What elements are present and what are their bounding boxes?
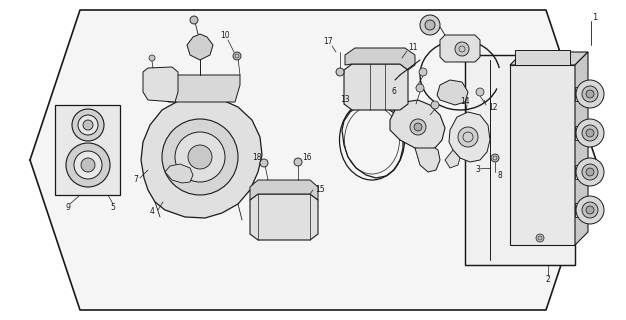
Circle shape [81, 158, 95, 172]
Polygon shape [30, 10, 596, 310]
Circle shape [536, 234, 544, 242]
Circle shape [162, 119, 238, 195]
Polygon shape [143, 67, 178, 102]
Circle shape [188, 145, 212, 169]
Circle shape [576, 80, 604, 108]
Circle shape [455, 42, 469, 56]
Circle shape [294, 158, 302, 166]
Polygon shape [515, 50, 570, 65]
Circle shape [83, 120, 93, 130]
Polygon shape [344, 64, 408, 110]
Text: 1: 1 [592, 13, 597, 22]
Circle shape [78, 115, 98, 135]
Bar [465, 55, 575, 265]
Text: 10: 10 [220, 30, 230, 39]
Text: 14: 14 [460, 98, 470, 107]
Text: 12: 12 [488, 103, 498, 113]
Polygon shape [55, 105, 120, 195]
Circle shape [491, 154, 499, 162]
Polygon shape [345, 48, 415, 70]
Circle shape [190, 16, 198, 24]
Bar [575, 126, 590, 140]
Polygon shape [187, 34, 213, 60]
Circle shape [431, 101, 439, 109]
Polygon shape [250, 194, 318, 240]
Circle shape [420, 15, 440, 35]
Circle shape [586, 168, 594, 176]
Text: 9: 9 [65, 203, 70, 212]
Text: 5: 5 [110, 203, 115, 212]
Text: 6: 6 [392, 87, 397, 97]
Circle shape [582, 202, 598, 218]
Circle shape [419, 68, 427, 76]
Bar [465, 55, 575, 265]
Circle shape [582, 86, 598, 102]
Polygon shape [415, 148, 440, 172]
Circle shape [586, 90, 594, 98]
Circle shape [362, 89, 372, 99]
Bar [575, 87, 590, 101]
Circle shape [576, 119, 604, 147]
Circle shape [66, 143, 110, 187]
Circle shape [458, 127, 478, 147]
Circle shape [586, 206, 594, 214]
Text: 18: 18 [252, 154, 262, 163]
Polygon shape [445, 150, 460, 168]
Circle shape [476, 88, 484, 96]
Text: 7: 7 [133, 175, 138, 185]
Text: 4: 4 [150, 207, 155, 217]
Text: 15: 15 [315, 186, 325, 195]
Text: 11: 11 [408, 44, 418, 52]
Circle shape [149, 55, 155, 61]
Polygon shape [437, 80, 468, 105]
Text: 2: 2 [546, 276, 550, 284]
Circle shape [74, 151, 102, 179]
Circle shape [416, 84, 424, 92]
Circle shape [414, 123, 422, 131]
Circle shape [582, 164, 598, 180]
Text: 16: 16 [302, 154, 312, 163]
Circle shape [336, 68, 344, 76]
Polygon shape [440, 35, 480, 62]
Polygon shape [163, 75, 240, 102]
Bar [575, 203, 590, 217]
Circle shape [576, 158, 604, 186]
Polygon shape [510, 65, 575, 245]
Circle shape [410, 119, 426, 135]
Text: 8: 8 [497, 171, 502, 180]
Polygon shape [575, 52, 588, 245]
Circle shape [175, 132, 225, 182]
Polygon shape [449, 112, 490, 162]
Polygon shape [165, 164, 193, 183]
Text: 13: 13 [340, 95, 350, 105]
Circle shape [582, 125, 598, 141]
Text: 3: 3 [475, 165, 480, 174]
Polygon shape [141, 96, 262, 218]
Circle shape [576, 196, 604, 224]
Circle shape [260, 159, 268, 167]
Polygon shape [390, 100, 445, 150]
Bar [575, 165, 590, 179]
Polygon shape [250, 180, 318, 200]
Circle shape [425, 20, 435, 30]
Circle shape [72, 109, 104, 141]
Circle shape [233, 52, 241, 60]
Circle shape [586, 129, 594, 137]
Text: 17: 17 [323, 37, 333, 46]
Polygon shape [510, 52, 588, 65]
